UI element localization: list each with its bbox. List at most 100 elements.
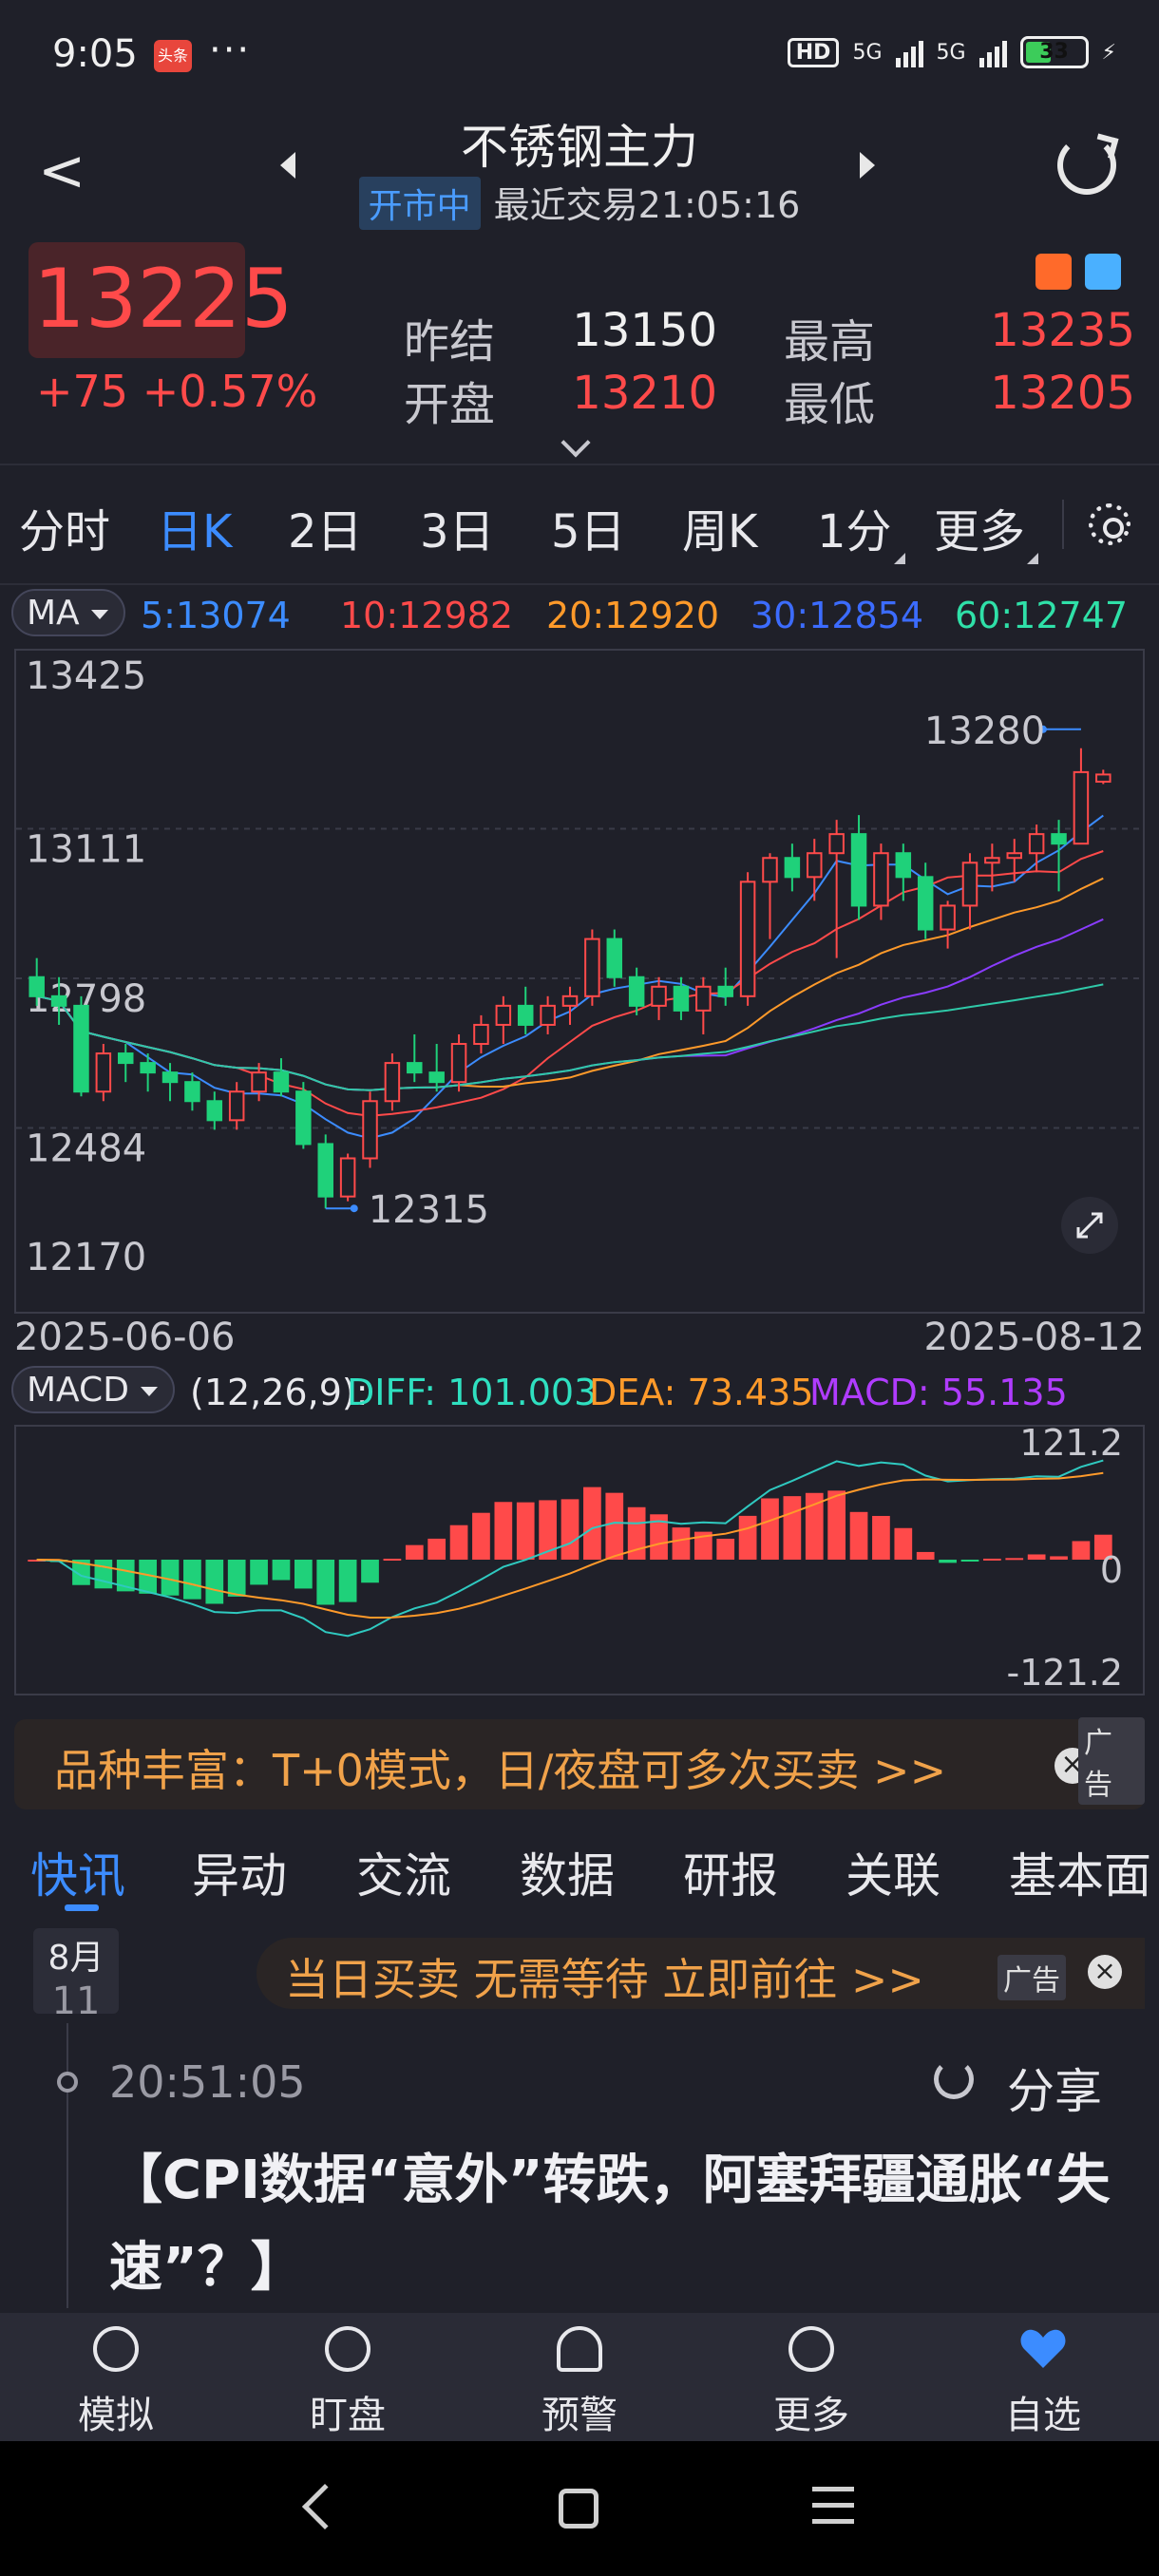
hd-icon: HD: [787, 37, 840, 67]
candle-body: [495, 1004, 512, 1026]
tab-1min[interactable]: 1分: [817, 494, 905, 564]
app-badge-icon: 头条: [154, 40, 192, 72]
nav-alert[interactable]: 预警: [464, 2313, 695, 2441]
nav-watch[interactable]: 盯盘: [232, 2313, 464, 2441]
macd-selector[interactable]: MACD: [11, 1366, 175, 1413]
news-headline[interactable]: 【CPI数据“意外”转跌，阿塞拜疆通胀“失速”？】: [109, 2150, 1111, 2299]
prev-close-label: 昨结: [404, 315, 496, 369]
last-price: 13225: [33, 252, 294, 347]
macd-bar: [894, 1527, 913, 1560]
macd-bar: [494, 1502, 513, 1560]
inline-ad-close-icon[interactable]: ×: [1088, 1955, 1122, 1989]
candle-body: [717, 985, 733, 997]
tab-2day[interactable]: 2日: [288, 505, 363, 559]
tab-more[interactable]: 更多: [934, 494, 1039, 564]
candle-body: [1051, 833, 1067, 845]
system-menu-icon[interactable]: [812, 2487, 854, 2529]
tab-5day[interactable]: 5日: [551, 505, 626, 559]
ad-banner-text[interactable]: 品种丰富：T+0模式，日/夜盘可多次买卖 >>: [54, 1745, 947, 1796]
inline-ad-tag: 广告: [998, 1955, 1066, 2000]
inline-ad-text[interactable]: 当日买卖 无需等待 立即前往 >>: [285, 1954, 924, 2005]
macd-bar: [361, 1560, 379, 1583]
back-icon[interactable]: <: [38, 138, 86, 204]
nav-simulate[interactable]: 模拟: [0, 2313, 232, 2441]
kline-chart[interactable]: 13425 13111 12798 12484 12170 13280 12315: [14, 649, 1145, 1314]
tab-flash-news[interactable]: 快讯: [30, 1848, 125, 1904]
refresh-icon[interactable]: [1057, 136, 1116, 195]
macd-bar: [650, 1514, 668, 1560]
macd-bar: [627, 1506, 646, 1560]
share-button[interactable]: 分享: [1007, 2064, 1102, 2119]
macd-bar: [716, 1538, 735, 1560]
system-back-icon[interactable]: [301, 2483, 349, 2530]
macd-bar: [939, 1560, 957, 1563]
macd-bar: [960, 1560, 979, 1562]
candle-body: [850, 833, 867, 907]
macd-bar: [672, 1527, 691, 1560]
heart-icon: [1020, 2329, 1066, 2368]
tab-related[interactable]: 关联: [846, 1848, 940, 1904]
battery-icon: 33: [1019, 36, 1089, 68]
tab-data[interactable]: 数据: [520, 1848, 615, 1904]
macd-bar: [827, 1490, 846, 1560]
macd-bar: [428, 1538, 446, 1560]
next-contract-icon[interactable]: [860, 152, 875, 179]
compare-icon[interactable]: [1036, 254, 1072, 290]
tab-weekly-k[interactable]: 周K: [682, 505, 758, 559]
ma30-value: 30:12854: [750, 595, 924, 636]
timeline-dot-icon: [57, 2072, 78, 2093]
ad-banner[interactable]: 品种丰富：T+0模式，日/夜盘可多次买卖 >> × 广告: [14, 1717, 1145, 1809]
candle-body: [651, 985, 667, 1007]
candle-body: [739, 881, 756, 997]
macd-bar: [183, 1560, 201, 1600]
ma-selector[interactable]: MA: [11, 589, 125, 636]
prev-close-value: 13150: [572, 304, 717, 357]
tab-fundamentals[interactable]: 基本面: [1009, 1848, 1151, 1904]
ma60-value: 60:12747: [955, 595, 1129, 636]
macd-bar: [294, 1560, 313, 1589]
candle-body: [917, 876, 934, 931]
network-5g-label-2: 5G: [936, 40, 966, 65]
low-value: 13205: [990, 367, 1135, 420]
ma60-line: [36, 983, 1104, 1091]
share-icon[interactable]: [934, 2059, 974, 2099]
candle-body: [339, 1157, 356, 1198]
macd-bar: [383, 1559, 402, 1562]
macd-bar: [338, 1560, 357, 1602]
charging-icon: ⚡: [1101, 40, 1116, 65]
high-label: 最高: [784, 315, 876, 369]
date-badge: 8月 11: [33, 1928, 119, 2023]
chart-start-date: 2025-06-06: [14, 1316, 236, 1359]
tab-discussion[interactable]: 交流: [356, 1848, 451, 1904]
macd-chart[interactable]: 121.2 0 -121.2: [14, 1425, 1145, 1695]
candle-body: [561, 994, 579, 1007]
candle-body: [362, 1100, 378, 1160]
system-home-icon[interactable]: [559, 2489, 598, 2529]
active-tab-underline: [65, 1904, 99, 1911]
ma20-value: 20:12920: [546, 595, 720, 636]
tab-daily-k[interactable]: 日K: [157, 505, 233, 559]
dea-line: [36, 1471, 1104, 1619]
macd-diff: DIFF: 101.003: [347, 1372, 598, 1413]
expand-chevron-icon[interactable]: [560, 427, 591, 458]
market-info: 开市中 最近交易21:05:16: [0, 176, 1159, 230]
inline-ad[interactable]: 当日买卖 无需等待 立即前往 >> 广告 ×: [256, 1938, 1145, 2009]
candle-body: [606, 938, 623, 978]
news-time: 20:51:05: [109, 2056, 306, 2108]
candle-body: [1028, 833, 1045, 855]
tab-research[interactable]: 研报: [683, 1848, 778, 1904]
tab-movement[interactable]: 异动: [192, 1848, 287, 1904]
candle-body: [673, 985, 690, 1012]
nav-more[interactable]: 更多: [695, 2313, 927, 2441]
candle-body: [628, 975, 645, 1007]
pie-chart-icon[interactable]: [1085, 254, 1121, 290]
settings-gear-icon[interactable]: [1089, 503, 1130, 545]
tab-3day[interactable]: 3日: [420, 505, 495, 559]
prev-contract-icon[interactable]: [280, 152, 295, 179]
candle-body: [117, 1052, 134, 1065]
nav-favorites[interactable]: 自选: [927, 2313, 1159, 2441]
macd-bar: [1093, 1534, 1112, 1560]
timeline-line: [66, 2023, 68, 2308]
macd-bar: [250, 1560, 268, 1585]
tab-intraday[interactable]: 分时: [19, 505, 111, 559]
